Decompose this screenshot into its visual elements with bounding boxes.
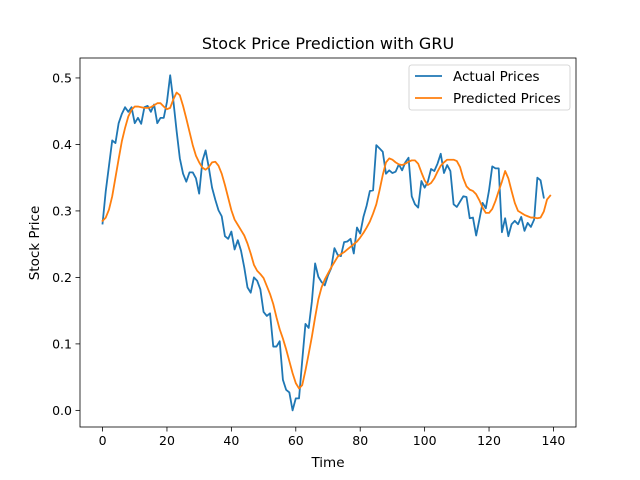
y-tick-label: 0.0 — [52, 403, 72, 418]
legend-label: Actual Prices — [453, 69, 540, 85]
y-tick-label: 0.5 — [52, 70, 72, 85]
y-tick-label: 0.1 — [52, 336, 72, 351]
legend: Actual Prices Predicted Prices — [408, 64, 571, 111]
y-tick-label: 0.3 — [52, 203, 72, 218]
x-tick-label: 0 — [99, 433, 107, 448]
x-tick-label: 60 — [288, 433, 304, 448]
series-line-predicted-prices — [101, 91, 552, 390]
legend-box — [408, 64, 571, 111]
y-tick-label: 0.4 — [52, 137, 72, 152]
x-tick-label: 80 — [352, 433, 368, 448]
x-tick-label: 100 — [413, 433, 437, 448]
chart-title: Stock Price Prediction with GRU — [202, 34, 454, 53]
x-axis-label: Time — [310, 455, 344, 471]
x-tick-label: 40 — [223, 433, 239, 448]
legend-label: Predicted Prices — [453, 91, 561, 107]
y-axis-label: Stock Price — [27, 206, 43, 281]
plot-area: 0 20 40 60 80 100 120 140 0.0 0.1 0.2 0.3 0.4 0.5 — [52, 57, 577, 448]
x-tick-label: 20 — [159, 433, 175, 448]
y-tick-label: 0.2 — [52, 270, 72, 285]
x-tick-label: 140 — [542, 433, 566, 448]
plot-frame — [79, 57, 577, 428]
x-tick-label: 120 — [477, 433, 501, 448]
